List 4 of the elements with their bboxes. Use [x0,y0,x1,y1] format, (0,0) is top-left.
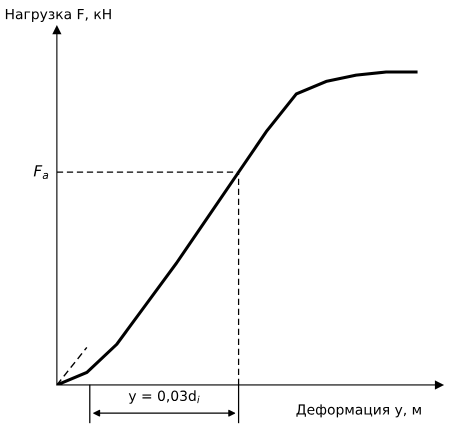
x-axis-title: Деформация y, м [296,404,421,418]
y-axis-title: Нагрузка F, кН [6,8,111,22]
text: y = 0,03d$_{i}$ [128,390,200,404]
ref-line-label: F$_{a}$ [34,165,48,180]
